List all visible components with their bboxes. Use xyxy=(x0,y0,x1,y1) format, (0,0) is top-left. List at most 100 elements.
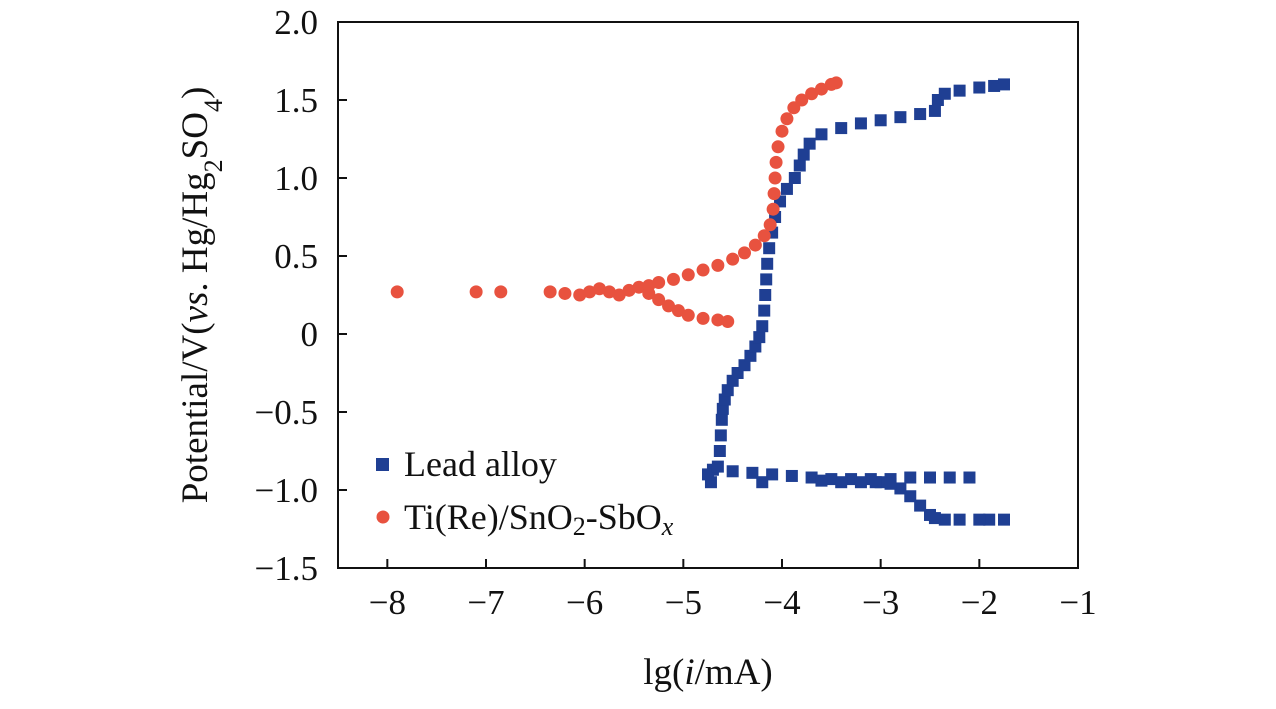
x-tick-label: −7 xyxy=(467,583,504,622)
data-point-ti-re-sno2-sbox xyxy=(787,101,801,115)
data-point-ti-re-sno2-sbox xyxy=(766,202,780,216)
data-point-ti-re-sno2-sbox xyxy=(767,187,781,201)
data-point-ti-re-sno2-sbox xyxy=(795,93,809,107)
data-point-lead-alloy xyxy=(973,513,986,526)
data-point-ti-re-sno2-sbox xyxy=(662,299,676,313)
data-point-lead-alloy xyxy=(963,471,976,484)
data-point-ti-re-sno2-sbox xyxy=(829,76,843,90)
data-marks xyxy=(390,76,1010,526)
data-point-ti-re-sno2-sbox xyxy=(805,87,819,101)
legend-label-ti-re-sno2-sbox: Ti(Re)/SnO2-SbOx xyxy=(404,497,674,541)
data-point-lead-alloy xyxy=(983,513,996,526)
data-point-ti-re-sno2-sbox xyxy=(757,229,771,243)
plot-frame xyxy=(337,21,1079,569)
data-point-lead-alloy xyxy=(904,471,917,484)
data-point-ti-re-sno2-sbox xyxy=(814,82,828,96)
data-point-lead-alloy xyxy=(797,148,810,161)
data-point-lead-alloy xyxy=(938,513,951,526)
data-point-ti-re-sno2-sbox xyxy=(573,288,587,302)
data-point-ti-re-sno2-sbox xyxy=(602,285,616,299)
data-point-lead-alloy xyxy=(803,137,816,150)
y-tick-label: −0.5 xyxy=(255,393,319,432)
y-tick-label: 1.0 xyxy=(274,159,318,198)
data-point-ti-re-sno2-sbox xyxy=(780,112,794,126)
data-point-lead-alloy xyxy=(815,474,828,487)
data-point-lead-alloy xyxy=(805,471,818,484)
data-point-lead-alloy xyxy=(721,384,734,397)
data-point-lead-alloy xyxy=(815,128,828,141)
data-point-ti-re-sno2-sbox xyxy=(622,283,636,297)
data-point-ti-re-sno2-sbox xyxy=(558,286,572,300)
data-point-lead-alloy xyxy=(788,172,801,184)
data-point-lead-alloy xyxy=(924,508,936,521)
data-point-lead-alloy xyxy=(744,349,757,362)
data-point-lead-alloy xyxy=(746,466,759,479)
data-point-ti-re-sno2-sbox xyxy=(696,311,710,325)
data-point-ti-re-sno2-sbox xyxy=(696,263,710,277)
x-axis-title: lg(i/mA) xyxy=(643,652,773,693)
data-point-lead-alloy xyxy=(785,469,798,482)
data-point-ti-re-sno2-sbox xyxy=(632,280,646,294)
data-point-lead-alloy xyxy=(874,114,887,127)
data-point-ti-re-sno2-sbox xyxy=(726,252,740,266)
data-point-lead-alloy xyxy=(760,273,773,286)
data-point-ti-re-sno2-sbox xyxy=(768,171,782,185)
data-point-lead-alloy xyxy=(766,468,779,481)
legend-label-ti-prefix: Ti(Re)/SnO xyxy=(404,497,573,537)
data-point-lead-alloy xyxy=(763,242,776,255)
data-point-lead-alloy xyxy=(894,482,907,495)
data-point-lead-alloy xyxy=(753,331,766,344)
data-point-ti-re-sno2-sbox xyxy=(681,268,695,282)
series-0 xyxy=(702,78,1010,526)
data-point-lead-alloy xyxy=(718,393,731,406)
y-axis-title-sub2: 4 xyxy=(199,99,228,112)
y-tick-label: −1.0 xyxy=(255,471,319,510)
data-point-lead-alloy xyxy=(854,117,867,130)
data-point-ti-re-sno2-sbox xyxy=(469,285,483,299)
series-1 xyxy=(390,76,843,329)
data-point-lead-alloy xyxy=(988,79,1001,92)
data-point-lead-alloy xyxy=(998,513,1010,526)
y-tick-label: 0 xyxy=(301,315,319,354)
x-tick-label: −2 xyxy=(961,583,998,622)
data-point-lead-alloy xyxy=(854,476,867,489)
x-axis-title-prefix: lg( xyxy=(643,652,684,693)
data-point-ti-re-sno2-sbox xyxy=(592,282,606,296)
data-point-lead-alloy xyxy=(825,473,838,486)
data-point-ti-re-sno2-sbox xyxy=(642,286,656,300)
data-point-lead-alloy xyxy=(835,476,848,489)
data-point-lead-alloy xyxy=(904,490,917,503)
data-point-ti-re-sno2-sbox xyxy=(721,315,735,329)
data-point-ti-re-sno2-sbox xyxy=(494,285,508,299)
y-axis-title-middle: . Hg/Hg xyxy=(175,172,216,291)
data-point-lead-alloy xyxy=(938,87,951,100)
data-point-lead-alloy xyxy=(716,402,729,415)
data-point-ti-re-sno2-sbox xyxy=(652,293,666,307)
y-axis-title-italic: vs xyxy=(175,292,216,323)
x-axis-title-italic: i xyxy=(684,652,694,693)
x-axis-title-suffix: /mA) xyxy=(695,652,773,693)
legend: Lead alloy Ti(Re)/SnO2-SbOx xyxy=(376,444,674,541)
data-point-lead-alloy xyxy=(869,476,882,489)
data-point-lead-alloy xyxy=(943,471,956,484)
data-point-ti-re-sno2-sbox xyxy=(738,246,752,260)
data-point-ti-re-sno2-sbox xyxy=(583,285,597,299)
y-tick-label: 2.0 xyxy=(274,3,318,42)
data-point-lead-alloy xyxy=(914,108,927,121)
y-tick-label: 0.5 xyxy=(274,237,318,276)
data-point-lead-alloy xyxy=(973,81,986,94)
data-point-lead-alloy xyxy=(953,84,966,97)
legend-label-ti-sub: 2 xyxy=(573,512,586,541)
data-point-ti-re-sno2-sbox xyxy=(652,276,666,290)
y-tick-label: −1.5 xyxy=(255,549,319,588)
data-point-lead-alloy xyxy=(780,182,793,195)
data-point-lead-alloy xyxy=(738,359,751,372)
legend-label-lead-alloy: Lead alloy xyxy=(404,444,557,484)
data-point-lead-alloy xyxy=(726,465,739,478)
y-tick-label: 1.5 xyxy=(274,81,318,120)
data-point-ti-re-sno2-sbox xyxy=(666,272,680,286)
x-tick-label: −3 xyxy=(862,583,899,622)
x-tick-label: −1 xyxy=(1059,583,1096,622)
data-point-ti-re-sno2-sbox xyxy=(671,304,685,318)
data-point-ti-re-sno2-sbox xyxy=(711,313,725,327)
